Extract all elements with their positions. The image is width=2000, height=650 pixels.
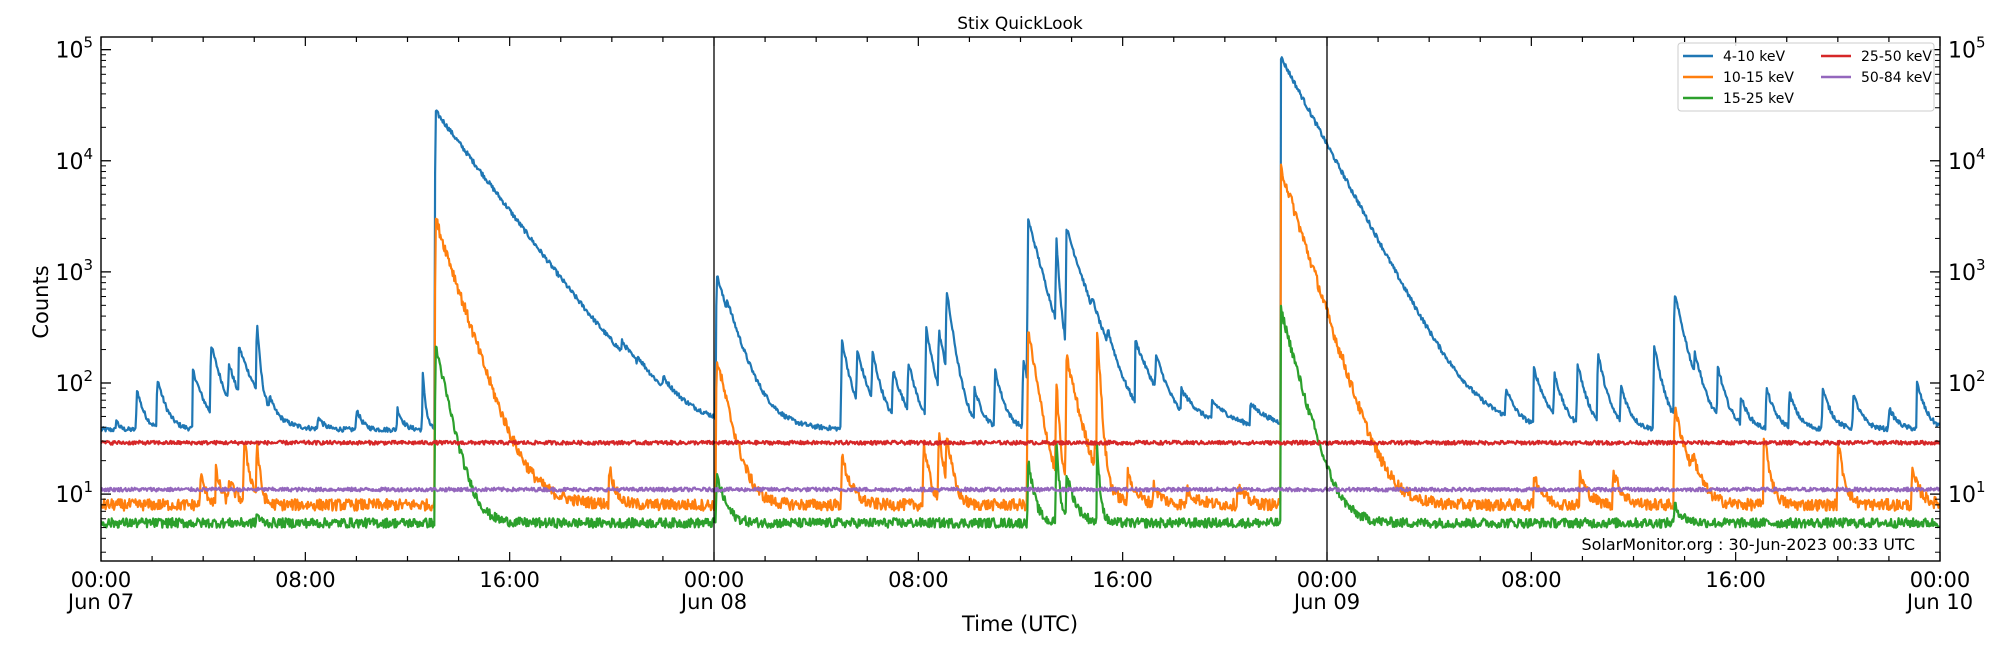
y-tick-label-left: 105: [55, 34, 93, 64]
x-tick-label: 00:00: [1910, 568, 1971, 592]
y-tick-label-right: 103: [1948, 256, 1986, 286]
plot-frame: [100, 36, 1941, 562]
y-axis-label: Counts: [29, 265, 53, 338]
x-tick-label: 16:00: [479, 568, 540, 592]
credit-annotation: SolarMonitor.org : 30-Jun-2023 00:33 UTC: [1581, 535, 1915, 554]
series-line-0: [101, 56, 1940, 434]
series-line-2: [101, 304, 1940, 529]
x-tick-label: 00:00: [1297, 568, 1358, 592]
x-tick-date: Jun 09: [1292, 590, 1360, 614]
x-tick-date: Jun 08: [679, 590, 747, 614]
legend-entry: 10-15 keV: [1723, 70, 1794, 86]
legend-entry: 15-25 keV: [1723, 91, 1794, 107]
y-tick-label-left: 102: [55, 367, 93, 397]
y-tick-label-left: 101: [55, 478, 93, 508]
plot-area: [101, 56, 1940, 529]
legend-entry: 4-10 keV: [1723, 49, 1785, 65]
y-tick-label-left: 103: [55, 256, 93, 286]
x-tick-label: 08:00: [1501, 568, 1562, 592]
x-tick-date: Jun 07: [66, 590, 134, 614]
x-tick-date: Jun 10: [1905, 590, 1973, 614]
chart-title: Stix QuickLook: [957, 14, 1083, 34]
x-tick-label: 00:00: [684, 568, 745, 592]
legend-entry: 50-84 keV: [1861, 70, 1932, 86]
x-tick-label: 08:00: [888, 568, 949, 592]
y-tick-label-right: 105: [1948, 34, 1986, 64]
legend: 4-10 keV 10-15 keV 15-25 keV 25-50 keV 50-84…: [1677, 42, 1935, 112]
y-tick-label-right: 102: [1948, 367, 1986, 397]
x-tick-label: 16:00: [1705, 568, 1766, 592]
x-tick-label: 16:00: [1092, 568, 1153, 592]
y-tick-label-right: 104: [1948, 145, 1986, 175]
x-tick-label: 00:00: [71, 568, 132, 592]
series-line-4: [101, 486, 1940, 493]
legend-entry: 25-50 keV: [1861, 49, 1932, 65]
series-line-1: [101, 163, 1940, 512]
x-tick-label: 08:00: [275, 568, 336, 592]
legend-box: [1677, 42, 1935, 112]
y-tick-label-right: 101: [1948, 478, 1986, 508]
y-tick-label-left: 104: [55, 145, 93, 175]
x-axis-label: Time (UTC): [961, 612, 1078, 636]
series-line-3: [101, 439, 1940, 446]
